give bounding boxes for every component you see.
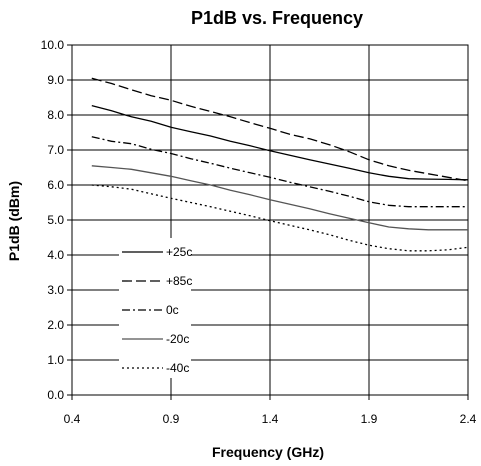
- y-tick-label: 4.0: [47, 248, 64, 262]
- y-tick-label: 10.0: [41, 38, 65, 52]
- x-axis: 0.4 0.9 1.4 1.9 2.4: [64, 395, 477, 426]
- x-tick-label: 1.4: [262, 412, 279, 426]
- series-line-4: [91, 165, 468, 231]
- y-tick-label: 1.0: [47, 353, 64, 367]
- y-tick-label: 5.0: [47, 213, 64, 227]
- y-axis-title: P1dB (dBm): [6, 181, 22, 261]
- y-tick-label: 8.0: [47, 108, 64, 122]
- legend-label-3: 0c: [166, 303, 179, 317]
- x-tick-label: 1.9: [361, 412, 378, 426]
- y-tick-label: 9.0: [47, 73, 64, 87]
- series-line-1: [91, 104, 469, 181]
- x-tick-label: 2.4: [460, 412, 477, 426]
- y-tick-label: 6.0: [47, 178, 64, 192]
- legend-label-5: -40c: [166, 361, 189, 375]
- legend: +25c +85c 0c -20c -40c: [119, 238, 192, 378]
- x-axis-title: Frequency (GHz): [212, 444, 324, 460]
- y-tick-label: 3.0: [47, 283, 64, 297]
- legend-label-2: +85c: [166, 274, 192, 288]
- series-line-3: [91, 136, 468, 208]
- series-layer: [91, 77, 469, 252]
- chart-title: P1dB vs. Frequency: [191, 8, 363, 28]
- legend-label-1: +25c: [166, 245, 192, 259]
- legend-label-4: -20c: [166, 332, 189, 346]
- y-axis: 0.0 1.0 2.0 3.0 4.0 5.0 6.0 7.0 8.0 9.0 10.0: [41, 38, 72, 402]
- x-tick-label: 0.4: [64, 412, 81, 426]
- series-line-2: [91, 77, 469, 182]
- legend-background: [119, 238, 191, 378]
- x-tick-label: 0.9: [163, 412, 180, 426]
- y-tick-label: 7.0: [47, 143, 64, 157]
- series-line-5: [91, 184, 469, 252]
- y-tick-label: 2.0: [47, 318, 64, 332]
- y-tick-label: 0.0: [47, 388, 64, 402]
